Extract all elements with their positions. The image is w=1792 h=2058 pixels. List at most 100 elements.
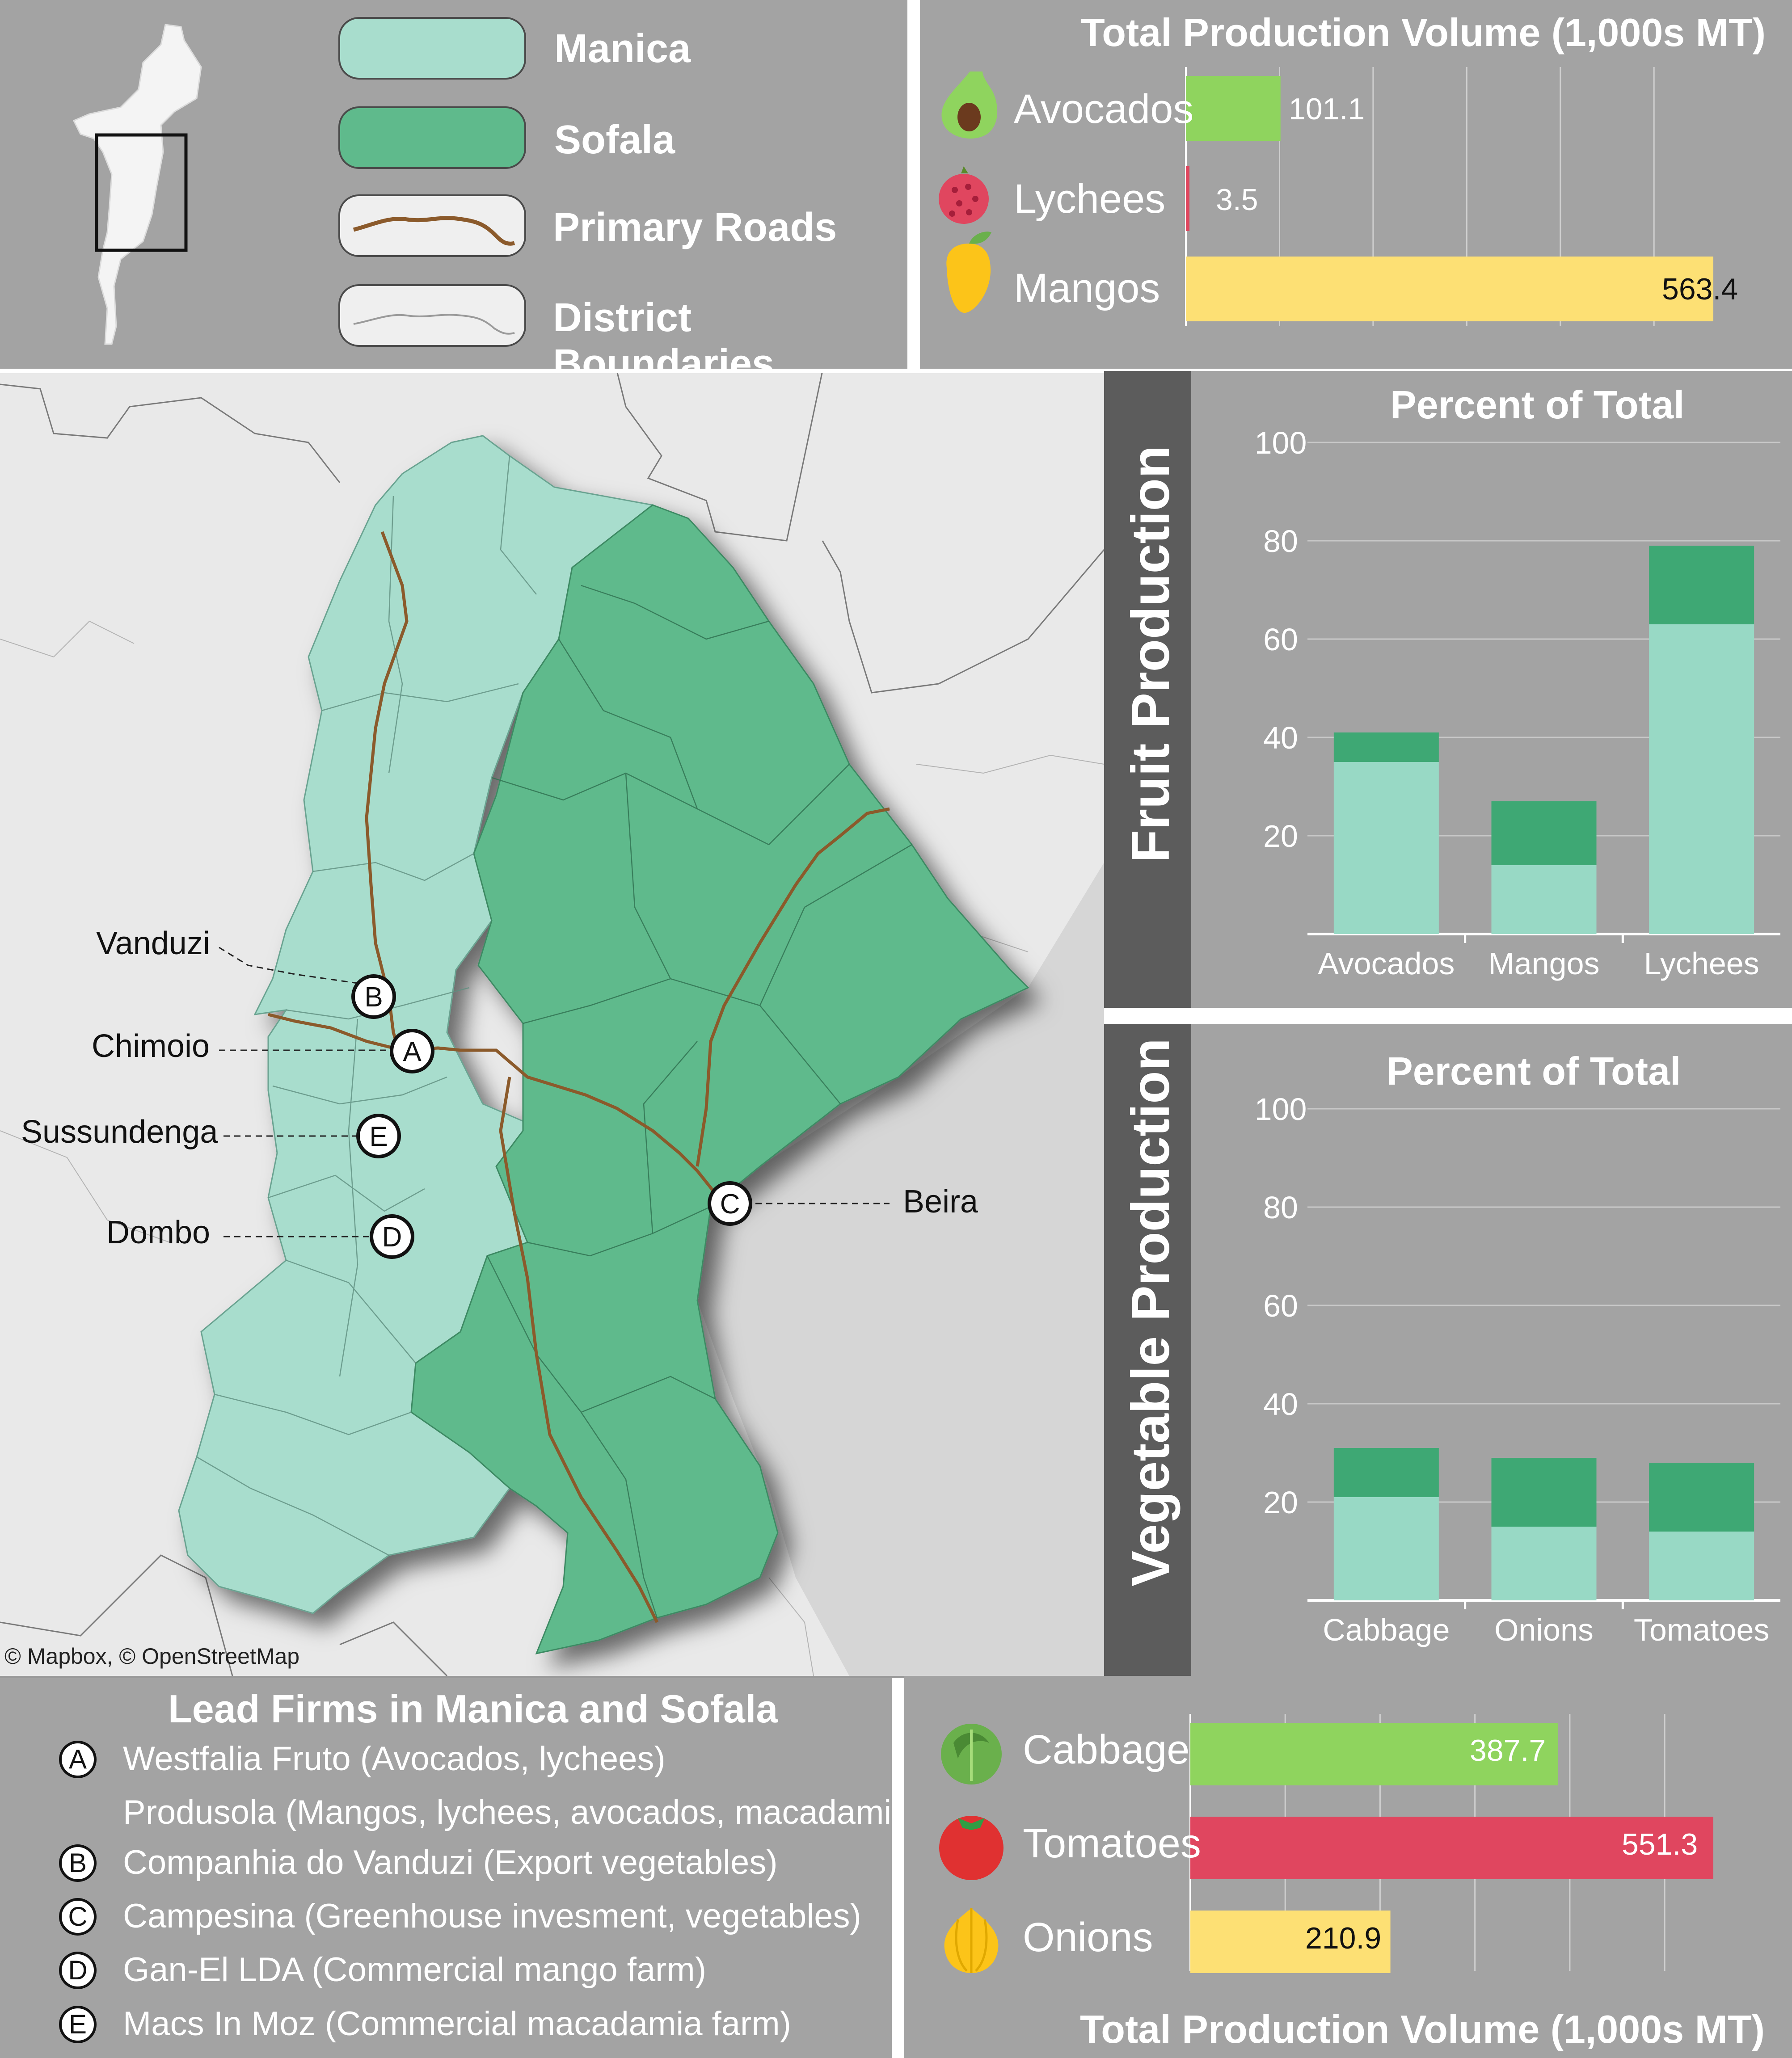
percent-tick-label: 40 bbox=[1263, 720, 1298, 755]
avocado-icon bbox=[941, 72, 998, 139]
veg-label-onions: Onions bbox=[1023, 1915, 1153, 1960]
percent-bar-tomatoes-segment-1 bbox=[1649, 1463, 1754, 1532]
veg-value-onions: 210.9 bbox=[1305, 1921, 1382, 1955]
fruit-section-band bbox=[1104, 371, 1191, 1008]
legend-swatch-districts bbox=[338, 284, 526, 347]
firm-campesina: Campesina (Greenhouse invesment, vegetab… bbox=[123, 1897, 861, 1935]
percent-tick-label: 60 bbox=[1263, 622, 1298, 657]
percent-bar-mangos-segment-0 bbox=[1491, 865, 1597, 934]
legend-swatch-sofala bbox=[338, 106, 526, 169]
percent-tick-label: 20 bbox=[1263, 1485, 1298, 1520]
road-chimoio-beira bbox=[268, 1013, 730, 1208]
volume-bar-mangos bbox=[1186, 257, 1713, 321]
fruit-label-mangos: Mangos bbox=[1014, 265, 1160, 311]
firms-panel: Lead Firms in Manica and Sofala A Westfa… bbox=[0, 1678, 922, 2058]
percent-bar-onions-segment-0 bbox=[1491, 1527, 1597, 1600]
map-panel[interactable]: B A E D C Vanduzi Chimoio Sussundenga Do… bbox=[0, 371, 1104, 1676]
percent-bar-cabbage-segment-0 bbox=[1333, 1497, 1439, 1600]
region-map[interactable]: B A E D C bbox=[0, 371, 1104, 1676]
vegetable-volume-panel: Cabbage Tomatoes Onions 387.7 551.3 210.… bbox=[904, 1676, 1792, 2058]
percent-tick-label: 100 bbox=[1255, 425, 1307, 460]
percent-category-label: Mangos bbox=[1488, 946, 1599, 981]
vegetable-volume-chart bbox=[939, 1714, 1713, 1973]
legend-panel: Manica Sofala Primary Roads District Bou… bbox=[0, 0, 907, 386]
cabbage-icon bbox=[941, 1724, 1002, 1784]
volume-bar-cabbage bbox=[1190, 1723, 1558, 1785]
firm-marker-e: E bbox=[59, 2006, 97, 2043]
legend-label-sofala: Sofala bbox=[554, 118, 675, 162]
fruit-percent-title: Percent of Total bbox=[1390, 383, 1685, 427]
percent-tick-label: 100 bbox=[1255, 1092, 1307, 1127]
map-marker-a: A bbox=[390, 1029, 434, 1073]
divider-horizontal-top bbox=[0, 369, 1792, 373]
place-label-dombo: Dombo bbox=[106, 1215, 211, 1250]
volume-bar-onions bbox=[1190, 1911, 1391, 1973]
manica-province bbox=[178, 435, 654, 1614]
percent-bar-lychees-segment-1 bbox=[1649, 546, 1754, 624]
tomato-icon bbox=[939, 1816, 1004, 1880]
fruit-section-label: Fruit Production bbox=[1121, 445, 1181, 863]
map-marker-d-letter: D bbox=[382, 1222, 402, 1253]
legend-label-roads: Primary Roads bbox=[553, 205, 837, 250]
place-label-sussundenga: Sussundenga bbox=[21, 1114, 218, 1150]
percent-bar-avocados-segment-1 bbox=[1333, 732, 1439, 762]
veg-value-tomatoes: 551.3 bbox=[1622, 1827, 1698, 1861]
map-marker-e-letter: E bbox=[369, 1121, 388, 1152]
vegetable-section-band bbox=[1104, 1024, 1191, 1676]
percent-bar-lychees-segment-0 bbox=[1649, 624, 1754, 934]
percent-category-label: Cabbage bbox=[1323, 1612, 1450, 1647]
fruit-value-lychees: 3.5 bbox=[1216, 183, 1258, 217]
place-label-vanduzi: Vanduzi bbox=[96, 926, 210, 961]
volume-bar-avocados bbox=[1186, 76, 1281, 141]
firm-gan-el: Gan-El LDA (Commercial mango farm) bbox=[123, 1951, 707, 1989]
percent-category-label: Lychees bbox=[1644, 946, 1759, 981]
sofala-province bbox=[410, 504, 1029, 1655]
percent-tick-label: 60 bbox=[1263, 1288, 1298, 1323]
legend-label-manica: Manica bbox=[554, 26, 691, 71]
percent-tick-label: 20 bbox=[1263, 819, 1298, 854]
percent-bar-avocados-segment-0 bbox=[1333, 762, 1439, 934]
divider-vertical-bottom bbox=[892, 1678, 904, 2058]
map-marker-c-letter: C bbox=[720, 1189, 740, 1220]
fruit-value-avocados: 101.1 bbox=[1289, 92, 1365, 126]
fruit-percent-panel: Percent of Total 20 40 60 80 100 Avocados Mang… bbox=[1191, 371, 1792, 1008]
map-marker-b-letter: B bbox=[364, 982, 383, 1013]
road-beira-north bbox=[696, 807, 890, 1167]
firm-marker-c: C bbox=[59, 1898, 97, 1936]
percent-category-label: Onions bbox=[1494, 1612, 1594, 1647]
veg-label-tomatoes: Tomatoes bbox=[1023, 1821, 1201, 1866]
percent-tick-label: 40 bbox=[1263, 1387, 1298, 1422]
percent-tick-label: 80 bbox=[1263, 524, 1298, 559]
fruit-percent-chart: 20 40 60 80 100 Avocados Mangos Lychees bbox=[1255, 425, 1780, 981]
percent-bar-onions-segment-1 bbox=[1491, 1458, 1597, 1527]
firm-marker-a: A bbox=[59, 1741, 97, 1778]
veg-value-cabbage: 387.7 bbox=[1470, 1734, 1546, 1768]
onion-icon bbox=[944, 1908, 999, 1973]
percent-tick-label: 80 bbox=[1263, 1190, 1298, 1225]
place-label-beira: Beira bbox=[903, 1184, 978, 1220]
map-marker-b: B bbox=[351, 974, 396, 1019]
firms-title: Lead Firms in Manica and Sofala bbox=[168, 1687, 778, 1731]
percent-bar-cabbage-segment-1 bbox=[1333, 1448, 1439, 1497]
map-attribution: © Mapbox, © OpenStreetMap bbox=[4, 1644, 300, 1669]
map-marker-c: C bbox=[708, 1181, 752, 1226]
fruit-label-lychees: Lychees bbox=[1014, 176, 1166, 222]
firm-marker-b: B bbox=[59, 1844, 97, 1882]
vegetable-section-label: Vegetable Production bbox=[1121, 1038, 1181, 1587]
road-south bbox=[499, 1077, 659, 1623]
fruit-label-avocados: Avocados bbox=[1014, 86, 1194, 132]
place-label-chimoio: Chimoio bbox=[92, 1028, 210, 1064]
volume-bar-tomatoes bbox=[1190, 1817, 1713, 1879]
vegetable-percent-chart: 20 40 60 80 100 Cabbage Onions Tomatoes bbox=[1255, 1092, 1780, 1647]
fruit-volume-panel: Total Production Volume (1,000s MT) Avoc… bbox=[920, 0, 1792, 369]
map-marker-e: E bbox=[356, 1114, 401, 1158]
map-marker-d: D bbox=[370, 1214, 414, 1259]
veg-label-cabbage: Cabbage bbox=[1023, 1727, 1190, 1772]
percent-category-label: Tomatoes bbox=[1634, 1612, 1769, 1647]
firm-produsola: Produsola (Mangos, lychees, avocados, ma… bbox=[123, 1793, 922, 1831]
divider-horizontal-middle bbox=[1104, 1008, 1792, 1024]
divider-vertical-top bbox=[907, 0, 920, 371]
firm-marker-d: D bbox=[59, 1952, 97, 1989]
mozambique-locator-map bbox=[72, 24, 202, 345]
firm-macs: Macs In Moz (Commercial macadamia farm) bbox=[123, 2005, 791, 2043]
